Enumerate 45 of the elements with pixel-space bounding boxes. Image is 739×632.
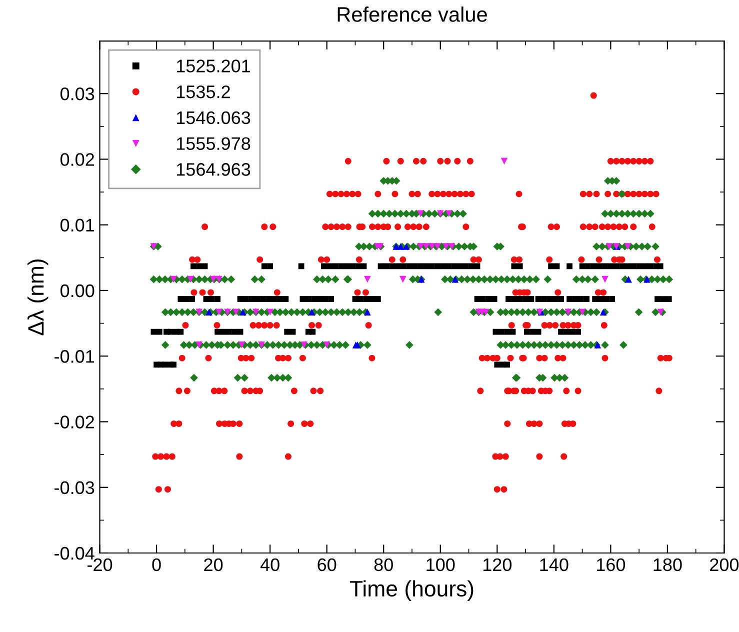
legend-label: 1564.963 (176, 163, 250, 176)
point (602, 276, 608, 283)
x-tick-label: 0 (152, 558, 161, 572)
point (232, 308, 240, 316)
y-tick-label: -0.02 (54, 416, 94, 428)
x-axis-title: Time (hours) (350, 580, 474, 601)
point (364, 276, 371, 283)
y-tick-label: -0.03 (54, 481, 94, 494)
point (187, 276, 194, 283)
x-tick-label: -20 (88, 558, 112, 572)
point (308, 308, 316, 316)
point (400, 276, 406, 283)
point (625, 276, 632, 283)
y-tick-label: -0.01 (54, 350, 94, 363)
point (500, 158, 508, 165)
point (216, 308, 222, 316)
point (170, 276, 177, 283)
point (624, 243, 632, 250)
chart-title: Reference value (338, 6, 487, 22)
x-tick-label: 80 (374, 558, 393, 572)
point (238, 342, 246, 348)
x-tick-label: 100 (426, 558, 455, 572)
x-tick-label: 160 (597, 558, 626, 572)
x-tick-label: 120 (483, 558, 512, 572)
point (364, 308, 371, 316)
y-tick-label: -0.04 (54, 546, 94, 560)
point (445, 210, 452, 218)
legend-label: 1546.063 (176, 111, 250, 124)
x-tick-label: 180 (654, 558, 682, 572)
y-tick-label: 0.01 (60, 218, 94, 232)
x-tick-label: 200 (710, 558, 739, 572)
x-tick-label: 140 (540, 558, 568, 572)
legend-label: 1535.2 (176, 85, 230, 98)
y-axis-title: Δλ (nm) (27, 260, 48, 336)
y-tick-label: 0.00 (60, 284, 94, 298)
point (417, 210, 424, 218)
x-tick-label: 60 (318, 558, 336, 572)
point (578, 308, 586, 316)
y-tick-label: 0.02 (60, 153, 94, 166)
y-tick-label: 0.03 (60, 88, 94, 100)
legend-label: 1555.978 (176, 137, 250, 150)
point (266, 308, 274, 316)
legend-label: 1525.201 (176, 60, 250, 72)
x-tick-label: 40 (260, 558, 280, 572)
x-tick-label: 20 (204, 558, 223, 572)
